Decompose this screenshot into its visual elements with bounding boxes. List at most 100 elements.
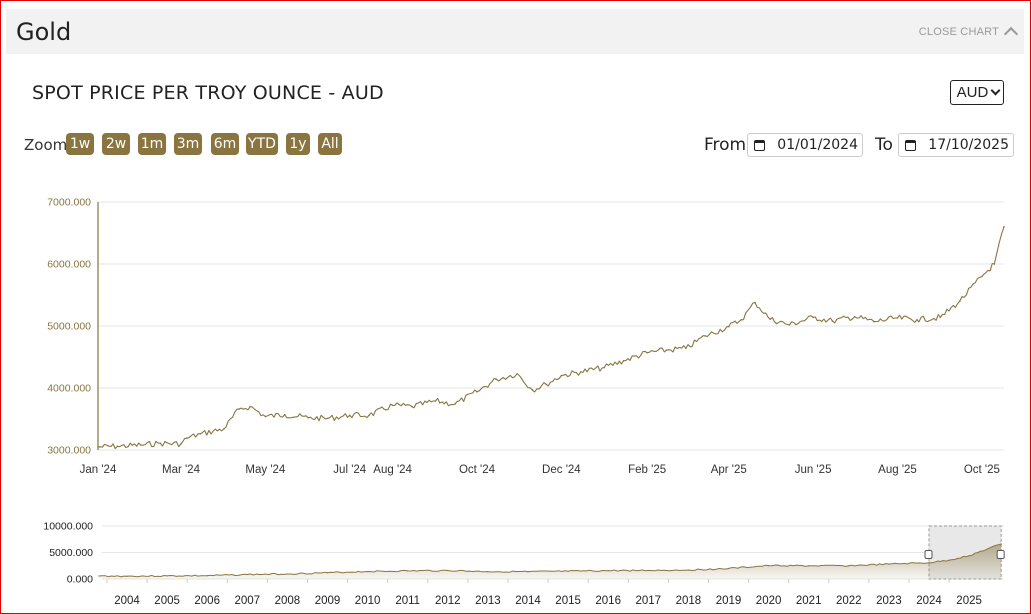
nav-x-tick-label: 2008	[275, 595, 301, 607]
currency-select[interactable]: AUD	[950, 80, 1004, 105]
y-tick-label: 7000.000	[47, 197, 91, 209]
nav-x-tick-label: 2012	[435, 595, 461, 607]
navigator-series-line	[98, 543, 1002, 578]
y-tick-label: 4000.000	[47, 383, 91, 395]
navigator-data-point	[246, 573, 248, 576]
price-data-point	[754, 301, 756, 304]
from-label: From	[704, 135, 747, 155]
chart-title: SPOT PRICE PER TROY OUNCE - AUD	[32, 82, 384, 104]
close-chart-button[interactable]: CLOSE CHART	[918, 24, 1019, 42]
navigator-data-point	[968, 555, 970, 557]
to-label: To	[875, 135, 893, 155]
navigator-handle[interactable]	[924, 550, 933, 559]
price-data-point	[665, 349, 668, 351]
price-data-point	[531, 389, 534, 391]
price-data-point	[622, 359, 625, 362]
to-date-value: 17/10/2025	[928, 137, 1009, 153]
price-data-point	[831, 320, 834, 322]
y-tick-label: 5000.000	[47, 321, 91, 333]
nav-x-tick-label: 2011	[395, 595, 420, 607]
navigator-data-point	[487, 570, 489, 573]
zoom-1y-button[interactable]: 1y	[286, 133, 310, 155]
nav-x-tick-label: 2022	[836, 595, 862, 607]
x-tick-label: May '24	[245, 464, 286, 476]
x-tick-label: Mar '24	[162, 464, 201, 476]
price-data-point	[180, 443, 182, 445]
x-tick-label: Aug '25	[878, 464, 917, 476]
to-date-input[interactable]: 17/10/2025	[898, 133, 1014, 157]
price-data-point	[159, 442, 162, 444]
price-data-point	[812, 316, 814, 319]
nav-x-tick-label: 2009	[315, 595, 341, 607]
navigator-data-point	[687, 569, 690, 571]
x-tick-label: Jan '24	[80, 464, 117, 476]
nav-x-tick-label: 2006	[194, 595, 220, 607]
zoom-1w-button[interactable]: 1w	[66, 133, 94, 155]
navigator-data-point	[126, 575, 128, 577]
navigator-data-point	[808, 565, 810, 567]
navigator-data-point	[1000, 543, 1002, 545]
price-data-point	[411, 405, 413, 408]
panel-title: Gold	[16, 18, 72, 46]
navigator-chart[interactable]: 0.000 5000.000 10000.000 2004 2005 2006 2007 20…	[1, 507, 1030, 612]
price-line-chart[interactable]: 3000.000 4000.000 5000.000 6000.000 7000.000…	[1, 181, 1030, 481]
price-data-point	[185, 437, 188, 440]
price-data-point	[646, 351, 648, 354]
zoom-6m-button[interactable]: 6m	[211, 133, 239, 155]
zoom-all-button[interactable]: All	[318, 133, 342, 155]
x-tick-label: Aug '24	[373, 464, 412, 476]
y-tick-label: 3000.000	[47, 445, 91, 457]
x-tick-label: Jun '25	[795, 464, 832, 476]
navigator-data-point	[647, 569, 649, 572]
navigator-data-point	[607, 570, 609, 572]
nav-x-tick-label: 2021	[796, 595, 822, 607]
price-data-point	[939, 316, 942, 319]
nav-y-tick-label: 10000.000	[43, 521, 93, 533]
navigator-data-point	[848, 565, 850, 567]
zoom-2w-button[interactable]: 2w	[102, 133, 130, 155]
price-data-point	[981, 275, 983, 278]
x-tick-label: Oct '25	[964, 464, 1000, 476]
zoom-ytd-button[interactable]: YTD	[246, 133, 278, 155]
x-tick-label: Dec '24	[542, 464, 581, 476]
nav-y-tick-label: 0.000	[67, 574, 93, 586]
price-data-point	[958, 300, 961, 302]
price-data-point	[916, 319, 918, 321]
zoom-label: Zoom	[24, 136, 68, 154]
price-data-point	[769, 318, 772, 320]
x-tick-label: Feb '25	[628, 464, 666, 476]
navigator-data-point	[166, 575, 168, 577]
navigator-area	[98, 544, 1002, 579]
zoom-3m-button[interactable]: 3m	[174, 133, 202, 155]
navigator-data-point	[286, 573, 288, 575]
nav-x-tick-label: 2020	[756, 595, 782, 607]
navigator-data-point	[98, 575, 100, 577]
price-data-point	[140, 444, 142, 446]
price-data-point	[603, 366, 606, 369]
price-data-point	[1003, 226, 1005, 228]
price-data-point	[740, 319, 742, 321]
nav-x-tick-label: 2023	[876, 595, 902, 607]
nav-x-tick-label: 2010	[355, 595, 381, 607]
navigator-data-point	[727, 567, 730, 570]
chevron-down-icon	[990, 85, 1001, 96]
close-chart-label: CLOSE CHART	[918, 25, 999, 38]
navigator-handle[interactable]	[996, 550, 1005, 559]
nav-x-tick-label: 2025	[956, 595, 982, 607]
navigator-data-point	[326, 572, 329, 574]
price-data-point	[264, 415, 267, 418]
price-series-line	[97, 226, 1005, 450]
zoom-1m-button[interactable]: 1m	[138, 133, 166, 155]
from-date-input[interactable]: 01/01/2024	[747, 133, 863, 157]
price-data-point	[434, 400, 437, 402]
price-data-point	[454, 403, 456, 405]
price-data-point	[199, 433, 202, 435]
nav-y-tick-label: 5000.000	[49, 547, 93, 559]
from-date-value: 01/01/2024	[777, 137, 858, 153]
navigator-data-point	[407, 570, 409, 572]
price-data-point	[579, 371, 582, 373]
nav-x-tick-label: 2007	[235, 595, 261, 607]
calendar-icon	[905, 139, 916, 151]
currency-value: AUD	[956, 84, 989, 101]
